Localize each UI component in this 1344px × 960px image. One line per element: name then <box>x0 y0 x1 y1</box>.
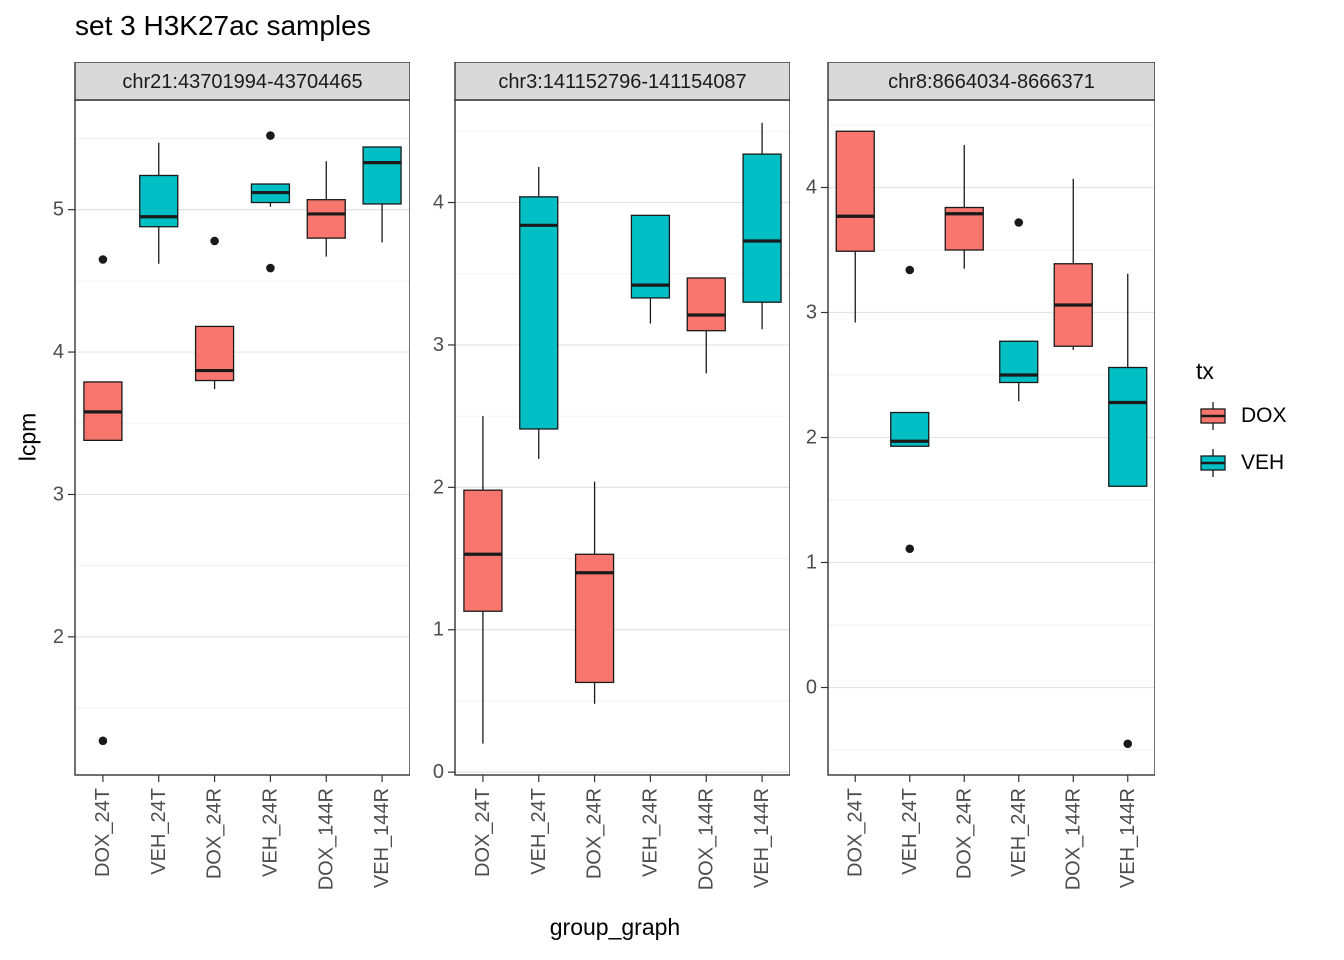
x-tick-label: DOX_24R <box>953 788 975 879</box>
box-VEH_144R <box>362 146 402 205</box>
y-tick-label: 1 <box>806 552 817 574</box>
x-tick-label: DOX_144R <box>315 788 337 890</box>
facet-strip <box>827 62 1155 101</box>
y-tick-label: 1 <box>433 619 444 641</box>
outlier-point <box>98 255 108 264</box>
boxplot-key-dox-icon <box>1200 402 1226 430</box>
box-DOX_24T <box>835 130 875 252</box>
box-DOX_144R <box>306 199 346 239</box>
legend-item-label-veh: VEH <box>1241 451 1285 474</box>
x-tick-label: VEH_24R <box>1008 788 1030 877</box>
outlier-point <box>266 131 275 140</box>
outlier-point <box>1123 739 1133 749</box>
facet-strip-label: chr21:43701994-43704465 <box>122 71 362 93</box>
box-DOX_144R <box>686 277 726 332</box>
facet-strip-label: chr8:8664034-8666371 <box>888 71 1095 93</box>
x-tick-label: VEH_24R <box>259 788 281 877</box>
y-tick-label: 2 <box>433 476 444 498</box>
box-VEH_24T <box>519 196 559 430</box>
facet-strip-label: chr3:141152796-141154087 <box>498 71 746 93</box>
y-tick-label: 3 <box>53 483 64 505</box>
y-tick-label: 3 <box>433 334 444 356</box>
box-DOX_24T <box>463 489 503 612</box>
y-tick-label: 3 <box>806 302 817 324</box>
outlier-point <box>905 265 915 275</box>
facet-panel-1: 2 3 4 5 DOX_24T VEH_24T DOX_24R VEH_24R DOX_144R… <box>53 62 410 890</box>
x-tick-label: DOX_24R <box>204 788 226 879</box>
x-tick-label: DOX_24R <box>584 788 606 879</box>
box-VEH_144R <box>1108 366 1148 487</box>
box-DOX_24R <box>574 553 615 684</box>
box-VEH_144R <box>742 153 782 303</box>
outlier-point <box>98 736 108 746</box>
facet-panel-3: 0 1 2 3 4 DOX_24T VEH_24T DOX_24R VEH_24R DOX_144… <box>806 62 1155 890</box>
x-tick-label: VEH_24T <box>148 788 170 875</box>
chart-title: set 3 H3K27ac samples <box>75 10 371 41</box>
y-tick-label: 2 <box>53 626 64 648</box>
x-tick-label: VEH_24T <box>528 788 550 875</box>
x-tick-label: VEH_144R <box>371 788 393 888</box>
legend-item-veh: VEH <box>1196 446 1287 480</box>
x-tick-label: VEH_144R <box>751 788 773 888</box>
y-tick-label: 4 <box>53 341 64 363</box>
y-tick-label: 2 <box>806 427 817 449</box>
legend: tx DOX VEH <box>1196 358 1287 493</box>
x-tick-label: VEH_144R <box>1117 788 1139 888</box>
x-tick-label: DOX_24T <box>92 788 114 877</box>
x-tick-label: DOX_144R <box>695 788 717 890</box>
panel-background <box>455 100 790 775</box>
y-tick-label: 0 <box>433 761 444 783</box>
legend-item-label-dox: DOX <box>1241 404 1287 427</box>
box-VEH_24T <box>139 174 179 228</box>
x-tick-label: DOX_24T <box>472 788 494 877</box>
outlier-point <box>905 544 915 554</box>
legend-item-dox: DOX <box>1196 399 1287 433</box>
y-tick-label: 4 <box>806 177 817 199</box>
panel-background <box>75 100 410 775</box>
x-tick-label: DOX_24T <box>844 788 866 877</box>
facet-panel-2: 0 1 2 3 4 DOX_24T VEH_24T DOX_24R VEH_24R DOX_144… <box>433 62 790 890</box>
y-tick-label: 0 <box>806 677 817 699</box>
y-tick-label: 4 <box>433 192 444 214</box>
y-tick-label: 5 <box>53 199 64 221</box>
x-tick-label: DOX_144R <box>1062 788 1084 890</box>
boxplot-key-veh-icon <box>1200 449 1226 477</box>
x-tick-label: VEH_24T <box>899 788 921 875</box>
outlier-point <box>266 263 275 273</box>
facet-strip <box>74 62 410 101</box>
box-DOX_24R <box>194 325 235 382</box>
x-axis-title: group_graph <box>549 914 681 940</box>
facet-strip <box>454 62 790 101</box>
outlier-point <box>1014 218 1024 227</box>
x-tick-label: VEH_24R <box>639 788 661 877</box>
outlier-point <box>210 236 219 246</box>
legend-title: tx <box>1196 358 1214 384</box>
